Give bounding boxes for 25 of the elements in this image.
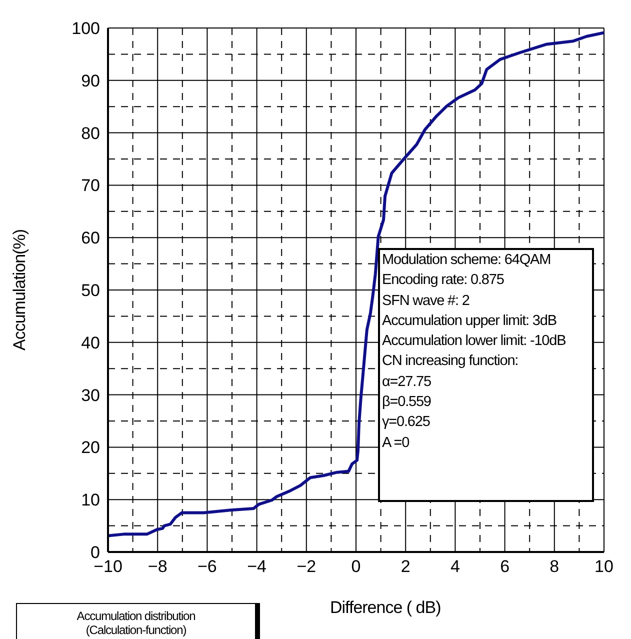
x-tick-label: 4 (450, 557, 460, 576)
x-tick-label: 6 (500, 557, 510, 576)
y-tick-label: 50 (81, 281, 100, 300)
y-axis-title: Accumulation(%) (10, 230, 30, 350)
x-tick-label: 0 (351, 557, 361, 576)
caption-box: Accumulation distribution (Calculation-function) (16, 603, 260, 639)
x-tick-label: −2 (296, 557, 316, 576)
note-box: Modulation scheme: 64QAM Encoding rate: 0.875 SFN wave #: 2 Accumulation upper limit: 3dB Accumulation lower limit: -10dB CN increasing function: α=27.75 β=0.559 γ=0.625 A =0 (378, 248, 594, 502)
y-tick-label: 30 (81, 386, 100, 405)
x-axis-title: Difference ( dB) (330, 598, 442, 618)
x-tick-label: 8 (550, 557, 560, 576)
y-tick-label: 80 (81, 124, 100, 143)
x-tick-label: 2 (400, 557, 410, 576)
y-tick-label: 20 (81, 438, 100, 458)
x-tick-label: −8 (148, 557, 168, 576)
y-tick-label: 100 (72, 19, 100, 38)
y-tick-label: 40 (81, 333, 100, 352)
y-tick-label: 90 (81, 71, 100, 90)
y-tick-label: 70 (81, 176, 100, 196)
y-tick-label: 10 (81, 490, 100, 510)
x-tick-label: −6 (198, 557, 217, 576)
x-tick-label: −4 (247, 557, 266, 576)
line-series (108, 31, 604, 538)
x-tick-label: 10 (594, 557, 614, 576)
y-tick-label: 60 (81, 228, 100, 248)
